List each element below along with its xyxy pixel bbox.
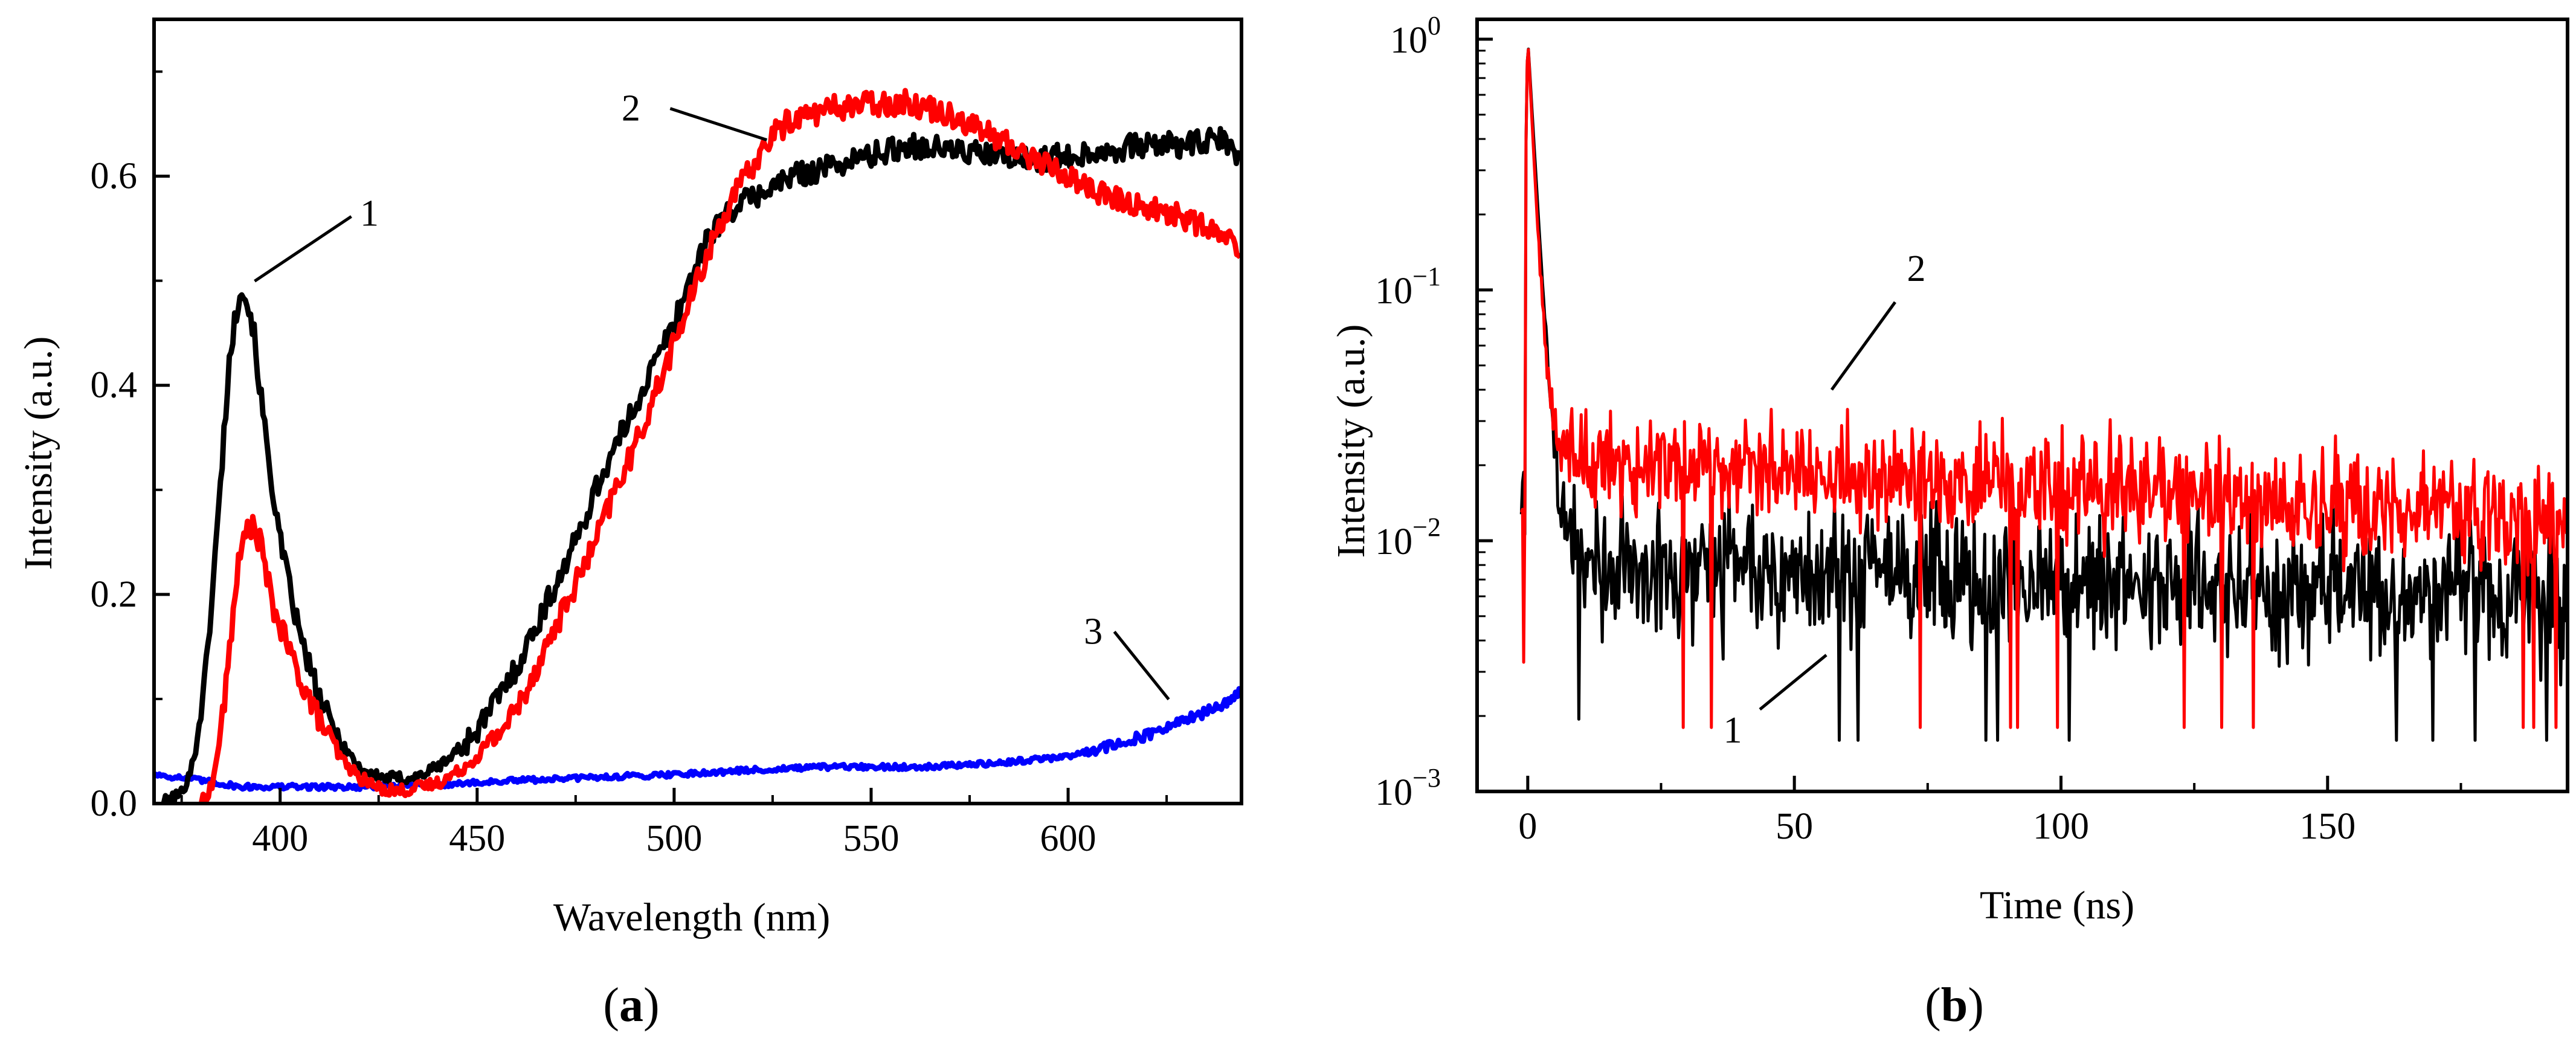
chart-a-annotations: 1 2 3 [254, 88, 1170, 701]
panel-b-label-letter: b [1941, 979, 1968, 1032]
y-tick-label-base: 10 [1375, 521, 1412, 562]
annotation-leader [669, 107, 768, 142]
annotation-label: 1 [360, 193, 379, 234]
annotation-label: 3 [1084, 611, 1103, 652]
plot-frame [152, 18, 1243, 805]
chart-panel-a: 400 450 500 550 600 0.0 0.2 0.4 0.6 1 2 3 Waveleng… [16, 18, 1243, 1032]
annotation-leader [1113, 631, 1170, 701]
panel-a-label-open: ( [603, 979, 619, 1032]
y-tick-label-base: 10 [1375, 772, 1412, 813]
chart-a-xlabel: Wavelength (nm) [553, 895, 830, 939]
x-tick-label: 600 [1040, 818, 1096, 859]
y-tick-label: 0.0 [91, 783, 138, 824]
series-line-2 [198, 88, 1241, 804]
annotation-leader [254, 215, 352, 283]
y-tick-label: 0.6 [91, 156, 138, 197]
panel-a-label-close: ) [643, 979, 660, 1032]
series-line-1 [1519, 47, 2568, 742]
x-tick-label: 550 [843, 818, 899, 859]
y-tick-label: 10−2 [1375, 512, 1441, 562]
x-tick-label: 450 [449, 818, 505, 859]
y-tick-label-base: 10 [1375, 271, 1412, 312]
panel-a-label: (a) [603, 979, 659, 1032]
panel-b-label: (b) [1925, 979, 1984, 1032]
panel-b-label-close: ) [1968, 979, 1984, 1032]
annotation-leader [1759, 654, 1827, 711]
annotation-leader [1830, 301, 1896, 391]
chart-b-series-layer [1519, 47, 2568, 742]
series-line-1 [161, 126, 1241, 804]
x-tick-label: 50 [1776, 806, 1813, 847]
chart-b-xlabel: Time (ns) [1980, 883, 2134, 927]
y-tick-label-base: 10 [1390, 20, 1428, 61]
y-tick-label-exponent: −3 [1412, 763, 1441, 793]
y-tick-label-exponent: −1 [1412, 262, 1441, 291]
chart-b-ylabel: Intensity (a.u.) [1329, 324, 1373, 558]
x-tick-label: 0 [1518, 806, 1537, 847]
annotation-label: 2 [622, 88, 640, 129]
annotation-label: 1 [1724, 710, 1742, 751]
series-line-3 [154, 686, 1241, 792]
y-tick-label: 100 [1390, 11, 1441, 61]
chart-b-axes [1475, 18, 2569, 793]
y-tick-label-exponent: −2 [1412, 512, 1441, 542]
annotation-label: 2 [1907, 248, 1925, 289]
x-tick-label: 500 [646, 818, 702, 859]
x-tick-label: 400 [252, 818, 308, 859]
chart-a-ticks: 400 450 500 550 600 0.0 0.2 0.4 0.6 [91, 70, 1168, 859]
y-tick-label: 0.4 [91, 365, 138, 406]
y-tick-label-exponent: 0 [1428, 11, 1441, 40]
chart-a-axes [152, 18, 1243, 805]
panel-b-label-open: ( [1925, 979, 1941, 1032]
chart-a-ylabel: Intensity (a.u.) [16, 337, 60, 570]
y-tick-label: 0.2 [91, 574, 138, 615]
x-tick-label: 150 [2299, 806, 2355, 847]
chart-a-series-layer [154, 88, 1241, 804]
x-tick-label: 100 [2033, 806, 2089, 847]
chart-b-annotations: 12 [1724, 248, 1926, 751]
y-tick-label: 10−3 [1375, 763, 1441, 813]
plot-frame [1475, 18, 2569, 793]
panel-a-label-letter: a [619, 979, 643, 1032]
y-tick-label: 10−1 [1375, 262, 1441, 312]
series-line-2 [1519, 48, 2568, 729]
